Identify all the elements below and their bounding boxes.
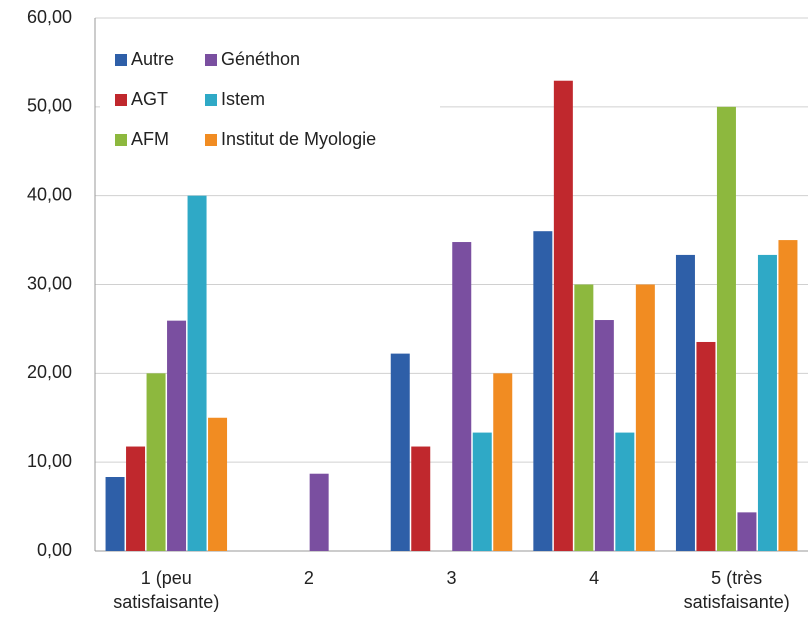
bar	[615, 432, 635, 551]
legend-label: Autre	[131, 49, 174, 69]
bar	[390, 353, 410, 551]
bar	[208, 417, 228, 551]
y-tick-label: 60,00	[27, 7, 72, 27]
bar	[635, 284, 655, 551]
x-tick-label: 2	[303, 568, 314, 588]
legend-label: Généthon	[221, 49, 300, 69]
legend-swatch	[205, 54, 217, 66]
bar	[574, 284, 594, 551]
bar	[187, 195, 207, 551]
bar	[553, 80, 573, 551]
x-tick-label: 4	[589, 568, 600, 588]
legend-swatch	[115, 94, 127, 106]
legend-swatch	[115, 134, 127, 146]
y-tick-label: 20,00	[27, 362, 72, 382]
y-tick-label: 0,00	[37, 540, 72, 560]
legend-swatch	[115, 54, 127, 66]
bar	[778, 240, 798, 552]
bar	[757, 254, 777, 551]
bar	[411, 446, 431, 551]
bar	[493, 373, 513, 551]
bar	[472, 432, 492, 551]
legend-label: AFM	[131, 129, 169, 149]
legend-label: Institut de Myologie	[221, 129, 376, 149]
x-tick-label: 5 (très satisfaisante)	[683, 568, 790, 612]
x-tick-label: 3	[446, 568, 457, 588]
bar	[309, 473, 329, 551]
legend-label: Istem	[221, 89, 265, 109]
bar	[716, 106, 736, 551]
legend-label: AGT	[131, 89, 168, 109]
bar	[146, 373, 166, 551]
y-tick-label: 10,00	[27, 451, 72, 471]
y-tick-label: 40,00	[27, 184, 72, 204]
bar	[105, 477, 125, 551]
bar	[167, 320, 187, 551]
bar	[452, 242, 472, 552]
legend-swatch	[205, 94, 217, 106]
y-tick-label: 50,00	[27, 96, 72, 116]
x-tick-label: 1 (peu satisfaisante)	[113, 568, 220, 612]
bar	[696, 341, 716, 551]
legend-swatch	[205, 134, 217, 146]
bar	[533, 231, 553, 551]
bar	[126, 446, 146, 551]
bar	[675, 254, 695, 551]
y-tick-label: 30,00	[27, 273, 72, 293]
bar	[737, 512, 757, 551]
bar	[594, 320, 614, 551]
legend-box	[100, 35, 440, 160]
